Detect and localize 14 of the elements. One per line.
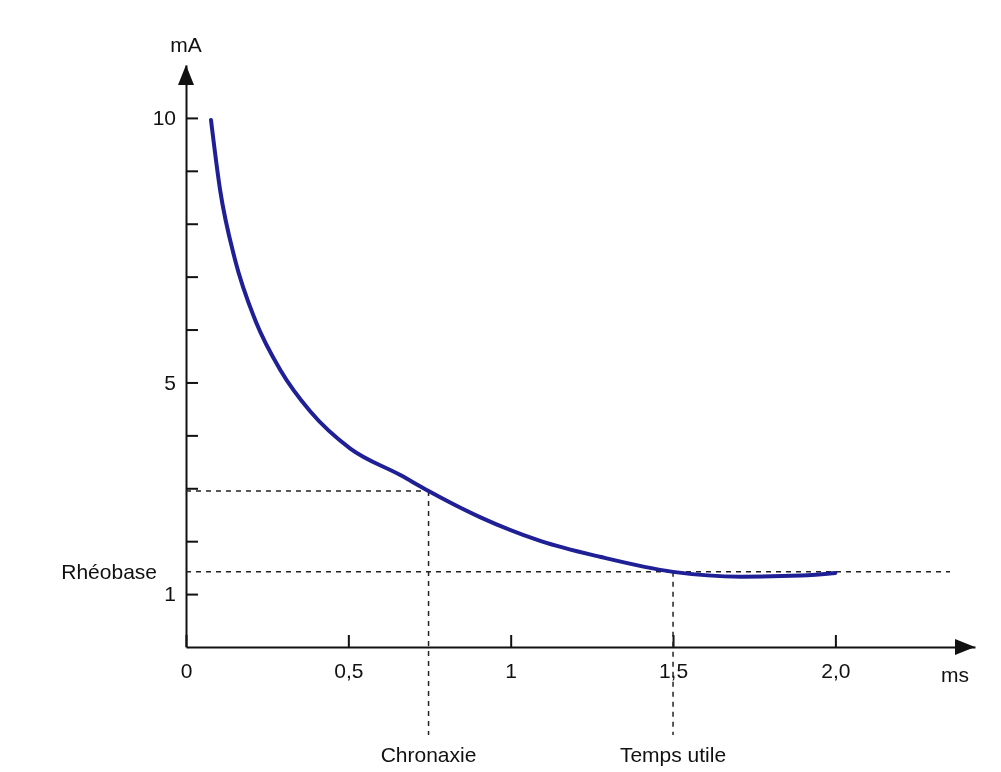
x-tick-label: 1 bbox=[505, 658, 518, 682]
ref-line-label: Temps utile bbox=[619, 743, 727, 766]
x-axis-title: ms bbox=[941, 663, 969, 686]
y-tick-label: 10 bbox=[152, 106, 176, 130]
y-tick-label: 5 bbox=[164, 370, 176, 394]
x-tick-label: 2,0 bbox=[821, 658, 851, 682]
x-tick-label: 0 bbox=[180, 658, 193, 682]
line-series bbox=[209, 118, 838, 579]
x-tick-label: 1,5 bbox=[658, 658, 689, 682]
y-axis-title: mA bbox=[170, 33, 202, 56]
y-tick-label: 1 bbox=[164, 582, 176, 606]
ref-line-label: Chronaxie bbox=[380, 743, 477, 766]
x-tick-label: 0,5 bbox=[334, 658, 364, 682]
ref-line-label: Rhéobase bbox=[61, 559, 157, 583]
